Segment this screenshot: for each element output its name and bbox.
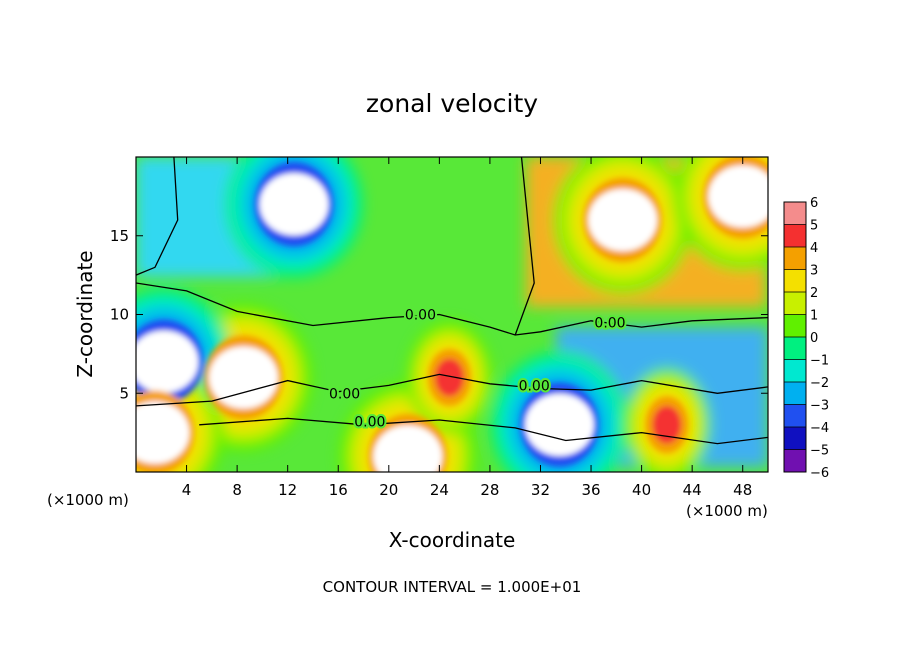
zero-contour-upper bbox=[136, 282, 768, 336]
colorbar-label-10: −4 bbox=[810, 421, 829, 436]
x-tick-label-4: 20 bbox=[379, 481, 398, 499]
x-tick-label-9: 40 bbox=[632, 481, 651, 499]
y-tick-label-1: 10 bbox=[110, 306, 129, 324]
colorbar-swatch-7 bbox=[784, 359, 806, 382]
colorbar-label-0: 6 bbox=[810, 196, 818, 211]
x-tick-label-1: 8 bbox=[232, 481, 242, 499]
field-core-0 bbox=[259, 173, 329, 236]
colorbar-swatch-9 bbox=[784, 404, 806, 427]
colorbar: 6 5 4 3 2 1 0 −1 −2 −3 −4 −5 −6 bbox=[783, 196, 829, 481]
x-axis-ticks: 4 8 12 16 20 24 28 32 36 40 44 48 bbox=[182, 157, 752, 499]
field-core-1 bbox=[588, 188, 658, 252]
colorbar-swatch-8 bbox=[784, 382, 806, 405]
field-core-3 bbox=[209, 346, 278, 409]
x-tick-label-2: 12 bbox=[278, 481, 297, 499]
colorbar-swatch-10 bbox=[784, 427, 806, 450]
colorbar-label-12: −6 bbox=[810, 466, 829, 481]
plot-area: 0.000.000.000.000.00 4 8 12 16 20 24 28 32 36 40 4… bbox=[110, 156, 769, 499]
field-core-2 bbox=[708, 165, 768, 228]
field-core-5 bbox=[525, 393, 594, 456]
x-unit-note: (×1000 m) bbox=[686, 502, 768, 520]
x-axis-title: X-coordinate bbox=[389, 528, 516, 552]
x-tick-label-0: 4 bbox=[182, 481, 192, 499]
colorbar-swatch-1 bbox=[784, 224, 806, 247]
field-core-4 bbox=[136, 330, 199, 393]
zero-contours bbox=[136, 157, 768, 445]
contour-label-3: 0.00 bbox=[519, 378, 550, 394]
x-tick-label-8: 36 bbox=[581, 481, 600, 499]
field-core-6 bbox=[373, 425, 443, 472]
chart-title: zonal velocity bbox=[366, 89, 538, 118]
colorbar-label-11: −5 bbox=[810, 444, 829, 459]
colorbar-label-7: −1 bbox=[810, 354, 829, 369]
zero-contour-top bbox=[514, 157, 535, 336]
y-tick-label-2: 15 bbox=[110, 227, 129, 245]
x-tick-label-10: 44 bbox=[683, 481, 702, 499]
velocity-field bbox=[136, 157, 768, 472]
x-tick-label-7: 32 bbox=[531, 481, 550, 499]
contour-label-4: 0.00 bbox=[594, 315, 625, 331]
colorbar-label-5: 1 bbox=[810, 309, 818, 324]
colorbar-label-8: −2 bbox=[810, 376, 829, 391]
zero-contour-left bbox=[136, 157, 179, 276]
colorbar-swatch-4 bbox=[784, 292, 806, 315]
y-axis-ticks: 5 10 15 bbox=[110, 227, 768, 402]
x-tick-label-3: 16 bbox=[329, 481, 348, 499]
colorbar-swatch-5 bbox=[784, 314, 806, 337]
x-tick-label-6: 28 bbox=[480, 481, 499, 499]
contour-labels: 0.00 0.00 0.00 0.00 0.00 bbox=[327, 306, 628, 433]
colorbar-label-2: 4 bbox=[810, 241, 818, 256]
colorbar-swatch-11 bbox=[784, 449, 806, 472]
x-tick-label-11: 48 bbox=[733, 481, 752, 499]
colorbar-label-4: 2 bbox=[810, 286, 818, 301]
colorbar-label-3: 3 bbox=[810, 264, 818, 279]
y-axis-title: Z-coordinate bbox=[73, 250, 97, 377]
colorbar-swatch-2 bbox=[784, 247, 806, 270]
field-core-7 bbox=[136, 401, 190, 464]
colorbar-label-1: 5 bbox=[810, 219, 818, 234]
colorbar-label-9: −3 bbox=[810, 399, 829, 414]
x-tick-label-5: 24 bbox=[430, 481, 449, 499]
zero-contour-lower bbox=[199, 417, 768, 445]
contour-interval-note: CONTOUR INTERVAL = 1.000E+01 bbox=[323, 578, 582, 596]
colorbar-swatch-0 bbox=[784, 202, 806, 225]
y-unit-note: (×1000 m) bbox=[47, 491, 129, 509]
y-tick-label-0: 5 bbox=[119, 384, 129, 402]
field-level-8-4 bbox=[435, 358, 464, 397]
zero-contour-middle bbox=[136, 373, 768, 407]
colorbar-swatch-3 bbox=[784, 269, 806, 292]
contour-label-0: 0.00 bbox=[405, 308, 436, 324]
colorbar-swatch-6 bbox=[784, 337, 806, 360]
field-level-9-4 bbox=[652, 405, 682, 444]
contour-label-2: 0.00 bbox=[354, 415, 385, 431]
colorbar-label-6: 0 bbox=[810, 331, 818, 346]
contour-label-1: 0.00 bbox=[329, 386, 360, 402]
